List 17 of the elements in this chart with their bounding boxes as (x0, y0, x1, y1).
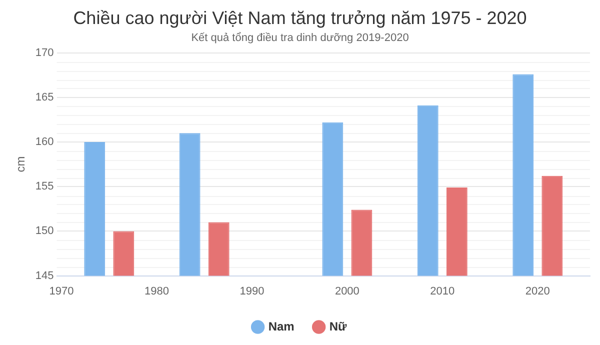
x-tick-label: 2000 (334, 285, 360, 298)
chart-subtitle: Kết quả tổng điều tra dinh dưỡng 2019-2020 (191, 32, 409, 44)
legend-label: Nữ (329, 319, 347, 334)
x-tick-label: 2020 (525, 285, 550, 298)
x-tick-label: 1970 (49, 285, 74, 298)
x-tick-label: 1980 (144, 285, 169, 298)
x-tick-label: 2010 (430, 285, 455, 298)
y-tick-label: 160 (35, 136, 54, 148)
y-tick-label: 150 (35, 225, 54, 238)
y-tick-label: 170 (35, 46, 54, 59)
y-tick-label: 145 (35, 270, 54, 282)
y-tick-label: 165 (35, 91, 54, 104)
y-axis-title: cm (14, 156, 28, 172)
x-tick-label: 1990 (240, 285, 264, 298)
chart-title: Chiều cao người Việt Nam tăng trưởng năm 1975 - 2020 (73, 8, 527, 28)
y-tick-label: 155 (35, 180, 54, 193)
legend-label: Nam (268, 319, 294, 334)
